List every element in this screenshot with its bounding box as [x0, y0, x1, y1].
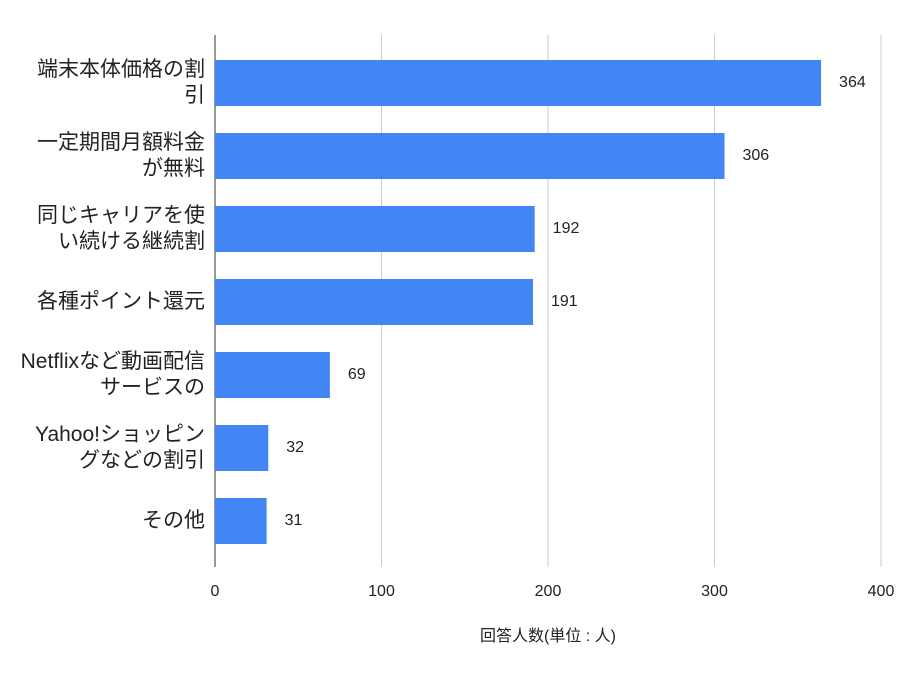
y-tick-label: 一定期間月額料金が無料 [37, 131, 205, 180]
data-label: 364 [839, 74, 866, 91]
y-tick-label: 同じキャリアを使い続ける継続割 [37, 204, 205, 253]
data-label: 306 [742, 147, 769, 164]
bar [215, 60, 822, 106]
data-label: 69 [348, 366, 366, 383]
bar [215, 206, 535, 252]
x-tick-label: 400 [868, 583, 895, 600]
x-tick-label: 200 [535, 583, 562, 600]
data-label: 191 [551, 293, 578, 310]
bar [215, 133, 725, 179]
y-tick-label: 端末本体価格の割引 [37, 58, 205, 107]
y-tick-label: その他 [142, 509, 205, 532]
data-label: 31 [285, 512, 303, 529]
bar [215, 425, 269, 471]
data-label: 192 [553, 220, 580, 237]
x-tick-label: 100 [368, 583, 395, 600]
bar [215, 279, 534, 325]
bar [215, 498, 267, 544]
x-axis-title: 回答人数(単位 : 人) [480, 627, 616, 645]
y-tick-label: 各種ポイント還元 [37, 290, 205, 313]
y-tick-label: Yahoo!ショッピングなどの割引 [35, 423, 205, 472]
x-tick-label: 0 [211, 583, 220, 600]
bar [215, 352, 330, 398]
data-label: 32 [286, 439, 304, 456]
y-tick-label: Netflixなど動画配信サービスの [20, 350, 205, 399]
x-tick-label: 300 [701, 583, 728, 600]
